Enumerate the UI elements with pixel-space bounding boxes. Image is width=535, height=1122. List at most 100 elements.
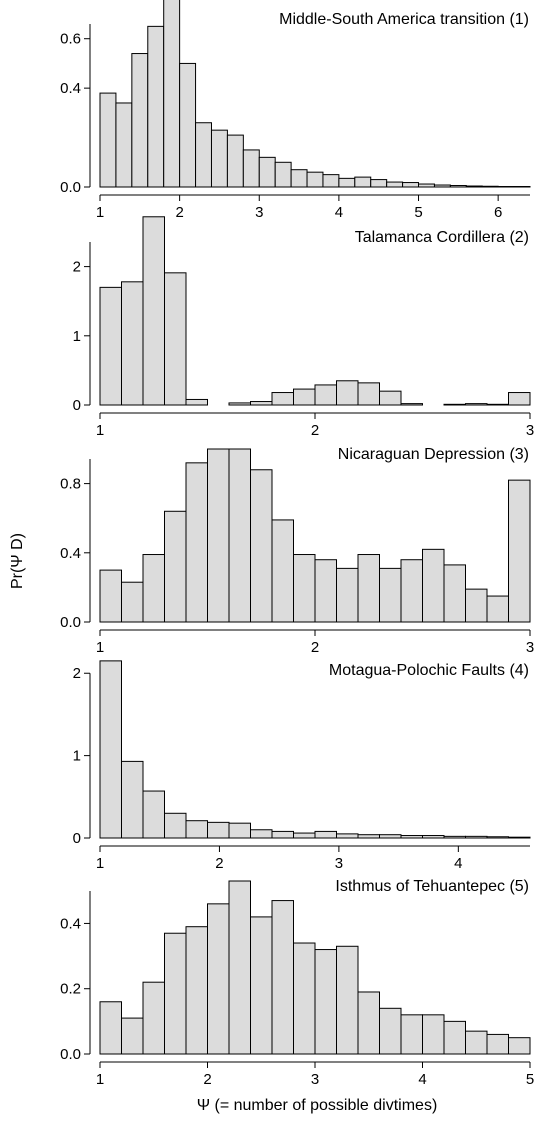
panel-5-bar xyxy=(250,916,273,1055)
panel-5-x-tick-label: 2 xyxy=(203,1071,211,1088)
panel-4-bar xyxy=(228,822,251,839)
panel-3-bar xyxy=(357,554,380,623)
panel-1-y-tick-label: 0.6 xyxy=(60,31,81,48)
panel-3-y-tick-label: 0.8 xyxy=(60,476,81,493)
panel-2-bar xyxy=(228,402,251,406)
panel-2-bar xyxy=(99,286,122,406)
panel-3-bar xyxy=(142,554,165,623)
panel-2-title: Talamanca Cordillera (2) xyxy=(355,229,529,246)
panel-4-bar xyxy=(250,829,273,839)
panel-1-x-tick-label: 3 xyxy=(255,204,263,221)
panel-1-bar xyxy=(195,122,212,188)
panel-2-bar xyxy=(121,281,144,406)
panel-5-bar xyxy=(185,926,208,1055)
panel-2-bar xyxy=(185,398,208,406)
panel-2-bar xyxy=(314,384,337,406)
panel-1-bar xyxy=(418,183,435,188)
panel-2-bar xyxy=(293,388,316,406)
panel-1-bar xyxy=(274,161,292,188)
panel-1-bar xyxy=(210,129,228,188)
panel-2-bar xyxy=(465,403,488,406)
panel-1-bar xyxy=(306,171,324,188)
panel-1-x-tick-label: 6 xyxy=(494,204,502,221)
panel-4-bar xyxy=(207,821,230,839)
panel-1-y-tick-label: 0.4 xyxy=(60,80,81,97)
panel-3-bar xyxy=(185,462,208,623)
panel-3-bar xyxy=(228,448,251,623)
panel-1-bar xyxy=(465,185,483,188)
panel-3-bar xyxy=(486,595,509,623)
panel-4-bar xyxy=(465,835,488,839)
panel-4-x-tick-label: 4 xyxy=(454,855,462,872)
panel-2-x-tick-label: 3 xyxy=(526,422,534,439)
panel-4-bar xyxy=(486,836,509,839)
panel-4-bar xyxy=(271,830,294,839)
panel-5-y-tick-label: 0.4 xyxy=(60,915,81,932)
panel-5-bar xyxy=(486,1033,509,1055)
panel-5-bar xyxy=(379,1007,402,1055)
panel-3-bar xyxy=(99,569,122,623)
panel-4-bar xyxy=(336,833,359,839)
panel-5-bar xyxy=(357,991,380,1055)
panel-4-x-tick-label: 1 xyxy=(96,855,104,872)
x-axis-title: Ψ (= number of possible divtimes) xyxy=(197,1097,438,1114)
panel-3-x-tick-label: 1 xyxy=(96,639,104,656)
panel-2-bar xyxy=(271,392,294,406)
panel-2-y-tick-label: 0 xyxy=(73,397,81,414)
panel-1-bar xyxy=(370,179,388,188)
panel-4-bar xyxy=(164,812,187,839)
panel-2-bar xyxy=(400,403,423,406)
panel-2-bar xyxy=(486,403,509,406)
panel-4-bar xyxy=(357,834,380,839)
panel-4-x-tick-label: 2 xyxy=(215,855,223,872)
panel-1-title: Middle-South America transition (1) xyxy=(279,11,529,28)
panel-4-bar xyxy=(508,836,531,839)
panel-5-bar xyxy=(271,900,294,1055)
panel-5-bar xyxy=(207,903,230,1055)
panel-3-x-tick-label: 3 xyxy=(526,639,534,656)
panel-5-bar xyxy=(508,1037,531,1055)
panel-3-x-tick-label: 2 xyxy=(311,639,319,656)
panel-1-x-tick-label: 4 xyxy=(335,204,343,221)
panel-5-bar xyxy=(164,932,187,1055)
panel-3-bar xyxy=(164,510,187,623)
panel-1-bar xyxy=(322,174,340,188)
panel-5-bar xyxy=(400,1014,423,1055)
panel-3-y-tick-label: 0.4 xyxy=(60,545,81,562)
panel-5-bar xyxy=(121,1017,144,1055)
panel-1-bar xyxy=(481,185,499,188)
panel-2-y-tick-label: 2 xyxy=(73,259,81,276)
panel-1-bar xyxy=(402,182,420,188)
panel-1-bar xyxy=(449,185,467,188)
panel-1-bar xyxy=(290,169,308,188)
y-axis-title: Pr(Ψ D) xyxy=(9,533,26,589)
panel-1-x-tick-label: 5 xyxy=(414,204,422,221)
panel-2-bar xyxy=(379,390,402,406)
panel-2-bar xyxy=(164,272,187,406)
panel-1-x-tick-label: 2 xyxy=(175,204,183,221)
panel-4-bar xyxy=(314,830,337,839)
panel-5-title: Isthmus of Tehuantepec (5) xyxy=(335,878,529,895)
panel-3-bar xyxy=(379,567,402,623)
panel-5-x-tick-label: 5 xyxy=(526,1071,534,1088)
panel-4-y-tick-label: 2 xyxy=(73,665,81,682)
panel-4-bar xyxy=(121,760,144,839)
panel-2-bar xyxy=(142,216,165,406)
panel-5-bar xyxy=(293,942,316,1055)
panel-2-x-tick-label: 2 xyxy=(311,422,319,439)
panel-5-x-tick-label: 4 xyxy=(418,1071,426,1088)
panel-4-bar xyxy=(443,835,466,839)
panel-5-bar xyxy=(314,949,337,1055)
panel-4-bar xyxy=(142,790,165,839)
panel-1-bar xyxy=(258,156,276,188)
panel-5-bar xyxy=(336,945,359,1055)
panel-2-bar xyxy=(508,392,531,406)
panel-1-bar xyxy=(179,62,197,188)
panel-3-bar xyxy=(207,448,230,623)
panel-1-bar xyxy=(354,176,372,188)
panel-3-bar xyxy=(314,559,337,623)
panel-3-bar xyxy=(121,581,144,623)
panel-1-bar xyxy=(147,25,165,188)
panel-3-bar xyxy=(400,559,423,623)
